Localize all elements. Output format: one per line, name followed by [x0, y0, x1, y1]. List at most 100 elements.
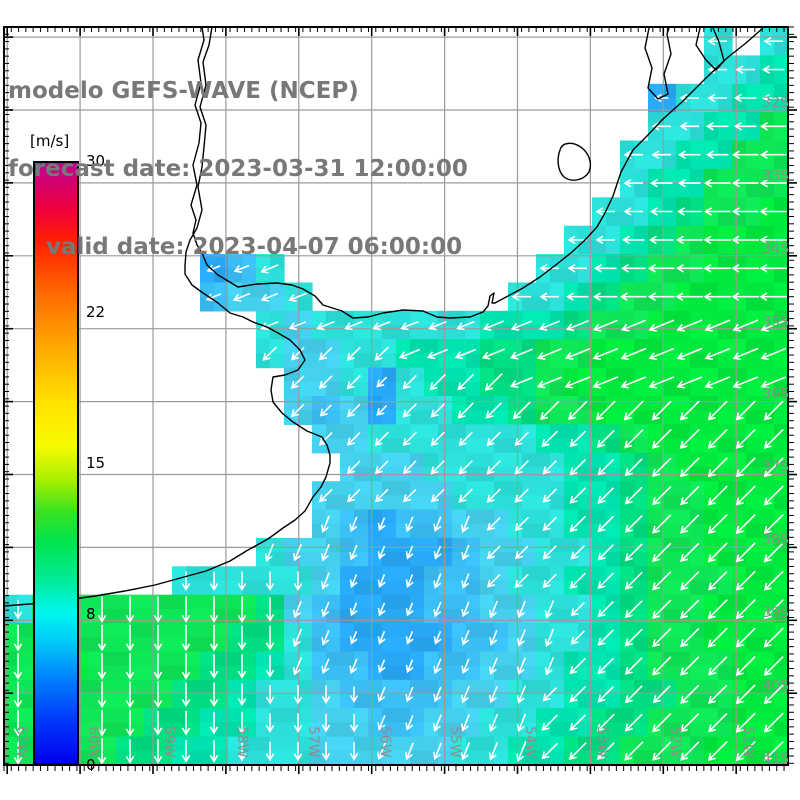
wind-arrow — [677, 178, 701, 188]
wind-cell — [452, 594, 467, 610]
wind-cell — [242, 665, 257, 681]
wind-cell — [774, 140, 789, 156]
wind-cell — [312, 310, 327, 326]
wind-cell — [130, 623, 145, 638]
wind-arrow — [125, 709, 135, 737]
wind-arrow — [516, 713, 527, 733]
wind-cell — [690, 353, 705, 369]
wind-cell — [592, 623, 607, 638]
wind-cell — [648, 509, 663, 525]
wind-arrow — [514, 460, 529, 475]
wind-cell — [564, 239, 579, 255]
wind-arrow — [432, 714, 442, 732]
wind-cell — [480, 566, 495, 582]
wind-cell — [382, 509, 397, 525]
wind-arrow — [731, 207, 759, 216]
wind-arrow — [763, 36, 783, 46]
wind-arrow — [209, 682, 219, 708]
wind-cell — [662, 353, 677, 369]
wind-cell — [732, 651, 747, 667]
wind-cell — [662, 211, 677, 227]
wind-cell — [270, 750, 285, 766]
wind-cell — [634, 168, 649, 184]
wind-arrow — [377, 602, 386, 617]
wind-cell — [284, 679, 299, 695]
wind-cell — [396, 736, 411, 752]
wind-cell — [242, 566, 257, 582]
colorbar-tick-label: 8 — [86, 605, 96, 623]
wind-cell — [690, 254, 705, 269]
wind-cell — [522, 665, 537, 681]
wind-cell — [18, 651, 33, 667]
wind-cell — [158, 750, 173, 766]
wind-cell — [354, 623, 369, 638]
wind-arrow — [676, 319, 703, 332]
wind-cell — [354, 310, 369, 326]
wind-arrow — [288, 321, 307, 331]
wind-cell — [368, 651, 383, 667]
wind-cell — [228, 736, 243, 752]
wind-cell — [480, 594, 495, 610]
wind-cell — [256, 665, 271, 681]
wind-cell — [536, 623, 551, 638]
wind-cell — [18, 722, 33, 738]
wind-cell — [340, 623, 355, 638]
wind-cell — [354, 566, 369, 582]
wind-arrow — [593, 264, 617, 273]
wind-arrow — [293, 741, 303, 762]
wind-arrow — [516, 629, 526, 647]
wind-cell — [494, 339, 509, 354]
wind-cell — [774, 254, 789, 269]
wind-cell — [410, 750, 425, 766]
wind-arrow — [290, 346, 305, 361]
wind-cell — [606, 211, 621, 227]
wind-cell — [410, 509, 425, 525]
wind-cell — [340, 594, 355, 610]
wind-arrow — [703, 207, 731, 216]
wind-arrow — [570, 601, 585, 617]
wind-arrow — [763, 400, 784, 421]
wind-arrow — [349, 574, 358, 588]
wind-cell — [676, 310, 691, 326]
wind-cell — [410, 594, 425, 610]
wind-arrow — [125, 739, 135, 764]
wind-cell — [494, 325, 509, 340]
wind-cell — [774, 83, 789, 99]
wind-cell — [466, 438, 481, 454]
wind-cell — [774, 282, 789, 298]
wind-cell — [466, 736, 481, 752]
wind-cell — [592, 268, 607, 284]
wind-arrow — [318, 375, 333, 389]
wind-cell — [298, 637, 313, 653]
wind-cell — [522, 679, 537, 695]
wind-cell — [256, 282, 271, 298]
wind-cell — [228, 679, 243, 695]
wind-cell — [690, 637, 705, 653]
wind-cell — [172, 637, 187, 653]
wind-arrow — [181, 624, 191, 652]
wind-cell — [480, 651, 495, 667]
wind-cell — [270, 594, 285, 610]
wind-cell — [606, 608, 621, 624]
coastline-path — [644, 27, 672, 100]
colorbar-tick-label: 30 — [86, 152, 106, 170]
wind-cell — [662, 112, 677, 127]
wind-cell — [382, 410, 397, 425]
wind-cell — [494, 750, 509, 766]
wind-cell — [522, 651, 537, 667]
wind-arrow — [680, 656, 700, 676]
wind-cell — [368, 339, 383, 354]
wind-arrow — [97, 709, 107, 737]
wind-cell — [704, 452, 719, 468]
wind-cell — [536, 396, 551, 411]
wind-cell — [102, 750, 117, 766]
wind-cell — [144, 594, 159, 610]
wind-cell — [340, 566, 355, 582]
wind-cell — [550, 722, 565, 738]
wind-cell — [634, 197, 649, 213]
wind-cell — [620, 396, 635, 411]
wind-arrow — [703, 235, 731, 245]
wind-arrow — [514, 431, 529, 447]
wind-cell — [746, 268, 761, 284]
wind-cell — [536, 736, 551, 752]
